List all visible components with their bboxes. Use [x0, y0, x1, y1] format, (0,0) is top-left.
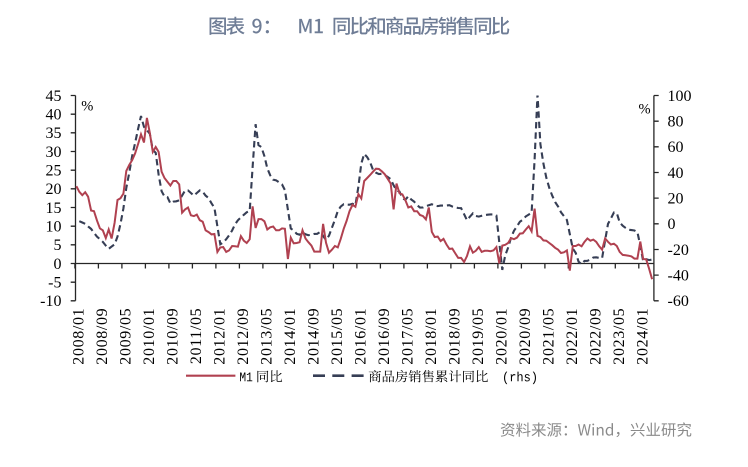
svg-text:-5: -5 [48, 275, 61, 292]
svg-text:2020/01: 2020/01 [494, 308, 511, 365]
svg-text:60: 60 [668, 139, 684, 156]
svg-text:-20: -20 [668, 242, 689, 259]
svg-text:2012/01: 2012/01 [212, 308, 229, 365]
svg-text:2024/01: 2024/01 [635, 308, 652, 365]
svg-text:2010/09: 2010/09 [165, 308, 182, 365]
svg-text:2022/09: 2022/09 [588, 308, 605, 365]
svg-text:2018/09: 2018/09 [447, 308, 464, 365]
svg-text:30: 30 [46, 144, 62, 161]
svg-text:2016/01: 2016/01 [353, 308, 370, 365]
svg-text:2014/01: 2014/01 [282, 308, 299, 365]
svg-text:25: 25 [46, 163, 62, 180]
svg-text:40: 40 [668, 165, 684, 182]
svg-text:2008/09: 2008/09 [94, 308, 111, 365]
svg-text:2011/05: 2011/05 [188, 308, 205, 364]
svg-text:-60: -60 [668, 293, 689, 310]
svg-text:2023/05: 2023/05 [611, 308, 628, 365]
svg-text:2009/05: 2009/05 [118, 308, 135, 365]
svg-text:45: 45 [46, 88, 62, 105]
svg-text:2012/09: 2012/09 [235, 308, 252, 365]
svg-text:0: 0 [668, 216, 676, 233]
svg-text:0: 0 [54, 256, 62, 273]
svg-text:%: % [81, 98, 93, 114]
svg-text:-40: -40 [668, 267, 689, 284]
svg-text:5: 5 [54, 237, 62, 254]
svg-text:2015/05: 2015/05 [329, 308, 346, 365]
svg-text:2020/09: 2020/09 [517, 308, 534, 365]
svg-text:2018/01: 2018/01 [423, 308, 440, 365]
svg-text:2014/09: 2014/09 [306, 308, 323, 365]
svg-text:2021/05: 2021/05 [541, 308, 558, 365]
svg-text:80: 80 [668, 114, 684, 131]
svg-text:2010/01: 2010/01 [141, 308, 158, 365]
svg-text:20: 20 [668, 190, 684, 207]
svg-text:10: 10 [46, 219, 62, 236]
svg-text:%: % [639, 101, 651, 117]
svg-text:35: 35 [46, 125, 62, 142]
svg-text:-10: -10 [40, 293, 61, 310]
svg-text:2022/01: 2022/01 [564, 308, 581, 365]
svg-text:20: 20 [46, 181, 62, 198]
svg-text:2008/01: 2008/01 [71, 308, 88, 365]
svg-text:2019/05: 2019/05 [470, 308, 487, 365]
svg-text:40: 40 [46, 107, 62, 124]
svg-text:2016/09: 2016/09 [376, 308, 393, 365]
svg-text:2013/05: 2013/05 [259, 308, 276, 365]
svg-text:15: 15 [46, 200, 62, 217]
svg-text:2017/05: 2017/05 [400, 308, 417, 365]
svg-text:100: 100 [668, 88, 692, 105]
